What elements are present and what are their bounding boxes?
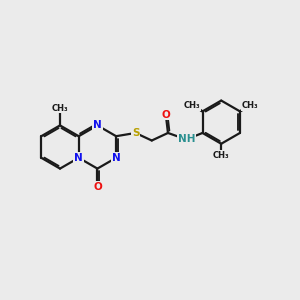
Text: CH₃: CH₃ [52, 103, 68, 112]
Text: CH₃: CH₃ [242, 101, 259, 110]
Text: O: O [93, 182, 102, 192]
Text: CH₃: CH₃ [213, 151, 230, 160]
Text: NH: NH [178, 134, 195, 144]
Text: N: N [112, 153, 121, 163]
Text: O: O [161, 110, 170, 120]
Text: N: N [74, 153, 83, 163]
Text: CH₃: CH₃ [184, 101, 200, 110]
Text: S: S [132, 128, 139, 138]
Text: N: N [93, 120, 102, 130]
